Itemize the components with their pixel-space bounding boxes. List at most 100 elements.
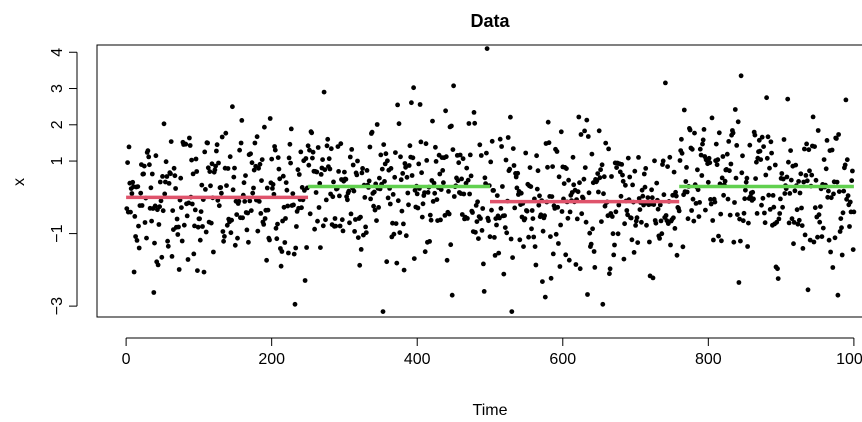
data-point — [404, 174, 410, 180]
data-point — [785, 96, 791, 102]
data-point — [231, 174, 237, 180]
y-tick-label: 1 — [49, 157, 66, 166]
data-point — [474, 219, 480, 225]
data-point — [598, 167, 603, 173]
data-point — [397, 230, 403, 236]
data-point — [663, 213, 669, 218]
data-point — [411, 256, 417, 261]
data-point — [757, 148, 763, 154]
data-point — [285, 203, 291, 209]
data-point — [800, 246, 806, 251]
data-point — [624, 208, 630, 213]
data-point — [582, 165, 588, 171]
data-point — [510, 255, 515, 260]
data-point — [671, 169, 677, 175]
data-point — [467, 191, 472, 197]
data-point — [388, 166, 394, 171]
data-point — [716, 130, 722, 136]
data-point — [722, 178, 728, 184]
data-point — [812, 205, 818, 211]
data-point — [160, 208, 166, 214]
data-point — [632, 168, 638, 174]
data-point — [548, 234, 553, 240]
data-point — [470, 210, 475, 215]
data-point — [232, 165, 237, 171]
data-point — [259, 157, 265, 163]
data-point — [197, 216, 203, 222]
data-point — [554, 149, 560, 154]
data-point — [689, 146, 695, 152]
data-point — [455, 178, 461, 184]
data-point — [522, 216, 528, 222]
data-point — [193, 156, 199, 162]
data-point — [428, 217, 434, 223]
data-point — [540, 279, 545, 284]
data-point — [606, 146, 611, 152]
data-point — [214, 142, 220, 148]
data-point — [136, 223, 141, 229]
data-point — [157, 179, 163, 185]
data-point — [400, 171, 406, 176]
data-point — [234, 212, 240, 218]
data-point — [477, 142, 483, 148]
data-point — [786, 159, 791, 165]
data-point — [219, 190, 224, 196]
data-point — [298, 149, 304, 155]
data-point — [779, 171, 785, 176]
data-point — [712, 199, 718, 205]
data-point — [276, 166, 282, 172]
data-point — [528, 184, 534, 190]
data-point — [762, 210, 767, 216]
data-point — [823, 166, 829, 172]
data-point — [508, 236, 514, 242]
data-point — [220, 229, 226, 234]
data-point — [427, 212, 433, 218]
data-point — [256, 199, 262, 204]
data-point — [628, 215, 634, 221]
data-point — [612, 242, 617, 248]
data-point — [727, 168, 732, 174]
data-point — [542, 213, 547, 219]
data-point — [272, 147, 278, 153]
data-point — [610, 231, 616, 237]
data-point — [763, 172, 769, 178]
data-point — [834, 179, 840, 185]
data-point — [548, 275, 554, 281]
data-point — [286, 250, 291, 256]
data-point — [784, 174, 790, 180]
data-point — [767, 165, 772, 171]
data-point — [794, 207, 800, 213]
data-point — [683, 179, 689, 184]
data-point — [393, 221, 399, 227]
data-point — [142, 220, 148, 225]
data-point — [639, 187, 645, 193]
data-point — [208, 183, 213, 189]
data-point — [727, 212, 733, 218]
data-point — [700, 137, 706, 143]
data-point — [514, 185, 520, 191]
data-point — [205, 165, 211, 171]
data-point — [267, 116, 273, 121]
data-point — [842, 162, 848, 168]
data-point — [459, 176, 464, 182]
data-point — [214, 148, 219, 154]
data-point — [716, 233, 721, 239]
data-point — [830, 265, 836, 270]
data-point — [398, 154, 403, 160]
data-point — [416, 161, 422, 167]
data-point — [378, 152, 384, 158]
data-point — [767, 207, 773, 212]
data-point — [575, 189, 581, 195]
data-point — [657, 202, 663, 208]
data-point — [364, 168, 370, 173]
data-point — [451, 83, 456, 89]
data-point — [267, 237, 272, 243]
data-point — [482, 175, 488, 181]
data-point — [265, 207, 271, 213]
data-point — [270, 182, 276, 187]
data-point — [765, 134, 771, 140]
data-point — [847, 199, 853, 205]
data-point — [502, 225, 508, 231]
data-point — [645, 195, 651, 201]
